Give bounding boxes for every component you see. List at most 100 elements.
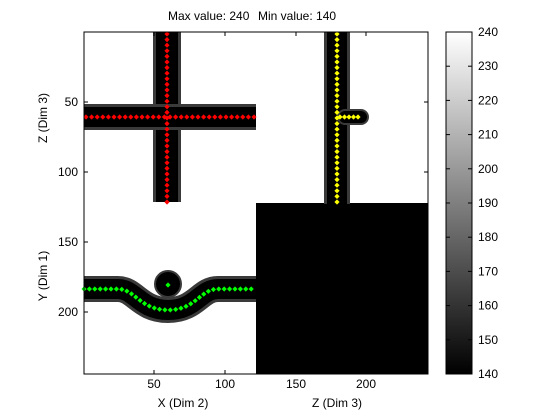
centerline-marker bbox=[178, 305, 184, 311]
colorbar-gradient bbox=[445, 31, 473, 375]
centerline-marker bbox=[111, 114, 117, 120]
centerline-marker bbox=[334, 165, 340, 171]
centerline-marker bbox=[164, 182, 170, 188]
centerline-marker bbox=[164, 81, 170, 87]
centerline-marker bbox=[164, 177, 170, 183]
centerline-marker bbox=[173, 306, 179, 313]
ytick-50: 50 bbox=[65, 95, 79, 109]
centerline-marker bbox=[226, 286, 233, 292]
ytick-100: 100 bbox=[58, 165, 78, 179]
tick-marks bbox=[84, 32, 428, 374]
dark-region bbox=[256, 203, 428, 374]
centerline-marker bbox=[164, 53, 170, 59]
centerline-marker bbox=[217, 114, 223, 120]
centerline-marker bbox=[334, 65, 340, 71]
centerline-marker bbox=[195, 114, 201, 120]
xlabel-xy: X (Dim 2) bbox=[158, 396, 209, 410]
centerline-marker bbox=[113, 286, 119, 292]
centerline-marker bbox=[334, 93, 340, 99]
centerline-marker bbox=[164, 137, 170, 143]
centerline-marker bbox=[201, 291, 207, 297]
centerline-marker bbox=[164, 109, 170, 115]
title-min: Min value: 140 bbox=[258, 9, 336, 23]
centerline-marker bbox=[334, 154, 340, 160]
centerline-marker bbox=[156, 114, 162, 120]
centerline-marker bbox=[164, 93, 170, 99]
centerline-marker bbox=[184, 114, 190, 120]
centerline-marker bbox=[117, 114, 123, 120]
centerline-marker bbox=[133, 114, 139, 120]
centerline-marker bbox=[334, 143, 340, 149]
centerline-marker bbox=[212, 114, 218, 120]
title-max: Max value: 240 bbox=[168, 9, 250, 23]
centerline-marker bbox=[167, 114, 173, 120]
centerline-marker bbox=[221, 286, 227, 292]
centerline-marker bbox=[334, 109, 340, 115]
centerline-marker bbox=[164, 59, 170, 65]
centerline-marker bbox=[164, 115, 170, 121]
centerline-marker bbox=[119, 286, 125, 292]
centerline-marker bbox=[164, 154, 170, 160]
centerline-marker bbox=[137, 297, 143, 304]
centerline-marker bbox=[164, 193, 170, 199]
centerline-marker bbox=[229, 114, 235, 120]
centerline-marker bbox=[334, 160, 340, 166]
centerline-marker bbox=[248, 286, 254, 292]
centerline-marker bbox=[251, 114, 257, 120]
colorbar-tick-label: 170 bbox=[478, 264, 498, 278]
centerline-marker bbox=[223, 114, 229, 120]
centerline-marker bbox=[164, 121, 170, 127]
centerline-marker bbox=[232, 286, 238, 292]
red-centerline bbox=[83, 31, 257, 205]
centerline-marker bbox=[334, 98, 340, 104]
centerline-marker bbox=[164, 42, 170, 48]
centerline-marker bbox=[243, 286, 249, 292]
centerline-marker bbox=[334, 87, 340, 93]
centerline-marker bbox=[146, 303, 152, 309]
centerline-marker bbox=[188, 301, 194, 307]
centerline-marker bbox=[196, 294, 203, 300]
centerline-marker bbox=[133, 294, 139, 300]
centerline-marker bbox=[334, 188, 340, 194]
centerline-marker bbox=[164, 188, 170, 194]
centerline-marker bbox=[162, 307, 168, 313]
centerline-marker bbox=[216, 286, 222, 292]
centerline-marker bbox=[164, 98, 170, 104]
centerline-marker bbox=[334, 182, 340, 188]
centerline-marker bbox=[164, 126, 170, 132]
centerline-marker bbox=[164, 149, 170, 155]
centerline-marker bbox=[122, 114, 128, 120]
centerline-marker bbox=[156, 306, 163, 312]
centerline-marker bbox=[334, 121, 340, 127]
centerline-marker bbox=[334, 53, 340, 59]
colorbar-tick-label: 190 bbox=[478, 196, 498, 210]
colorbar-tick-label: 230 bbox=[478, 59, 498, 73]
centerline-marker bbox=[128, 114, 134, 120]
centerline-marker bbox=[164, 65, 170, 71]
centerline-marker bbox=[334, 132, 340, 138]
centerline-marker bbox=[164, 199, 170, 205]
green-centerline bbox=[81, 282, 254, 313]
centerline-marker bbox=[334, 59, 340, 65]
xtick-150: 150 bbox=[286, 377, 306, 391]
centerline-marker bbox=[334, 81, 340, 87]
centerline-marker bbox=[164, 48, 170, 54]
centerline-marker bbox=[105, 114, 111, 120]
xtick-50: 50 bbox=[147, 377, 161, 391]
centerline-marker bbox=[355, 114, 361, 120]
ylabel-xz: Z (Dim 3) bbox=[36, 93, 50, 143]
centerline-marker bbox=[103, 286, 109, 292]
colorbar-tick-label: 210 bbox=[478, 128, 498, 142]
xtick-200: 200 bbox=[356, 377, 376, 391]
centerline-marker bbox=[234, 114, 240, 120]
centerline-marker bbox=[164, 31, 170, 37]
centerline-marker bbox=[124, 288, 130, 294]
centerline-marker bbox=[334, 48, 340, 54]
centerline-marker bbox=[165, 282, 171, 288]
colorbar-tick-label: 140 bbox=[478, 367, 498, 381]
centerline-marker bbox=[173, 114, 179, 120]
centerline-marker bbox=[86, 286, 92, 292]
centerline-marker bbox=[108, 286, 114, 292]
ytick-150: 150 bbox=[58, 235, 78, 249]
centerline-marker bbox=[334, 70, 340, 76]
